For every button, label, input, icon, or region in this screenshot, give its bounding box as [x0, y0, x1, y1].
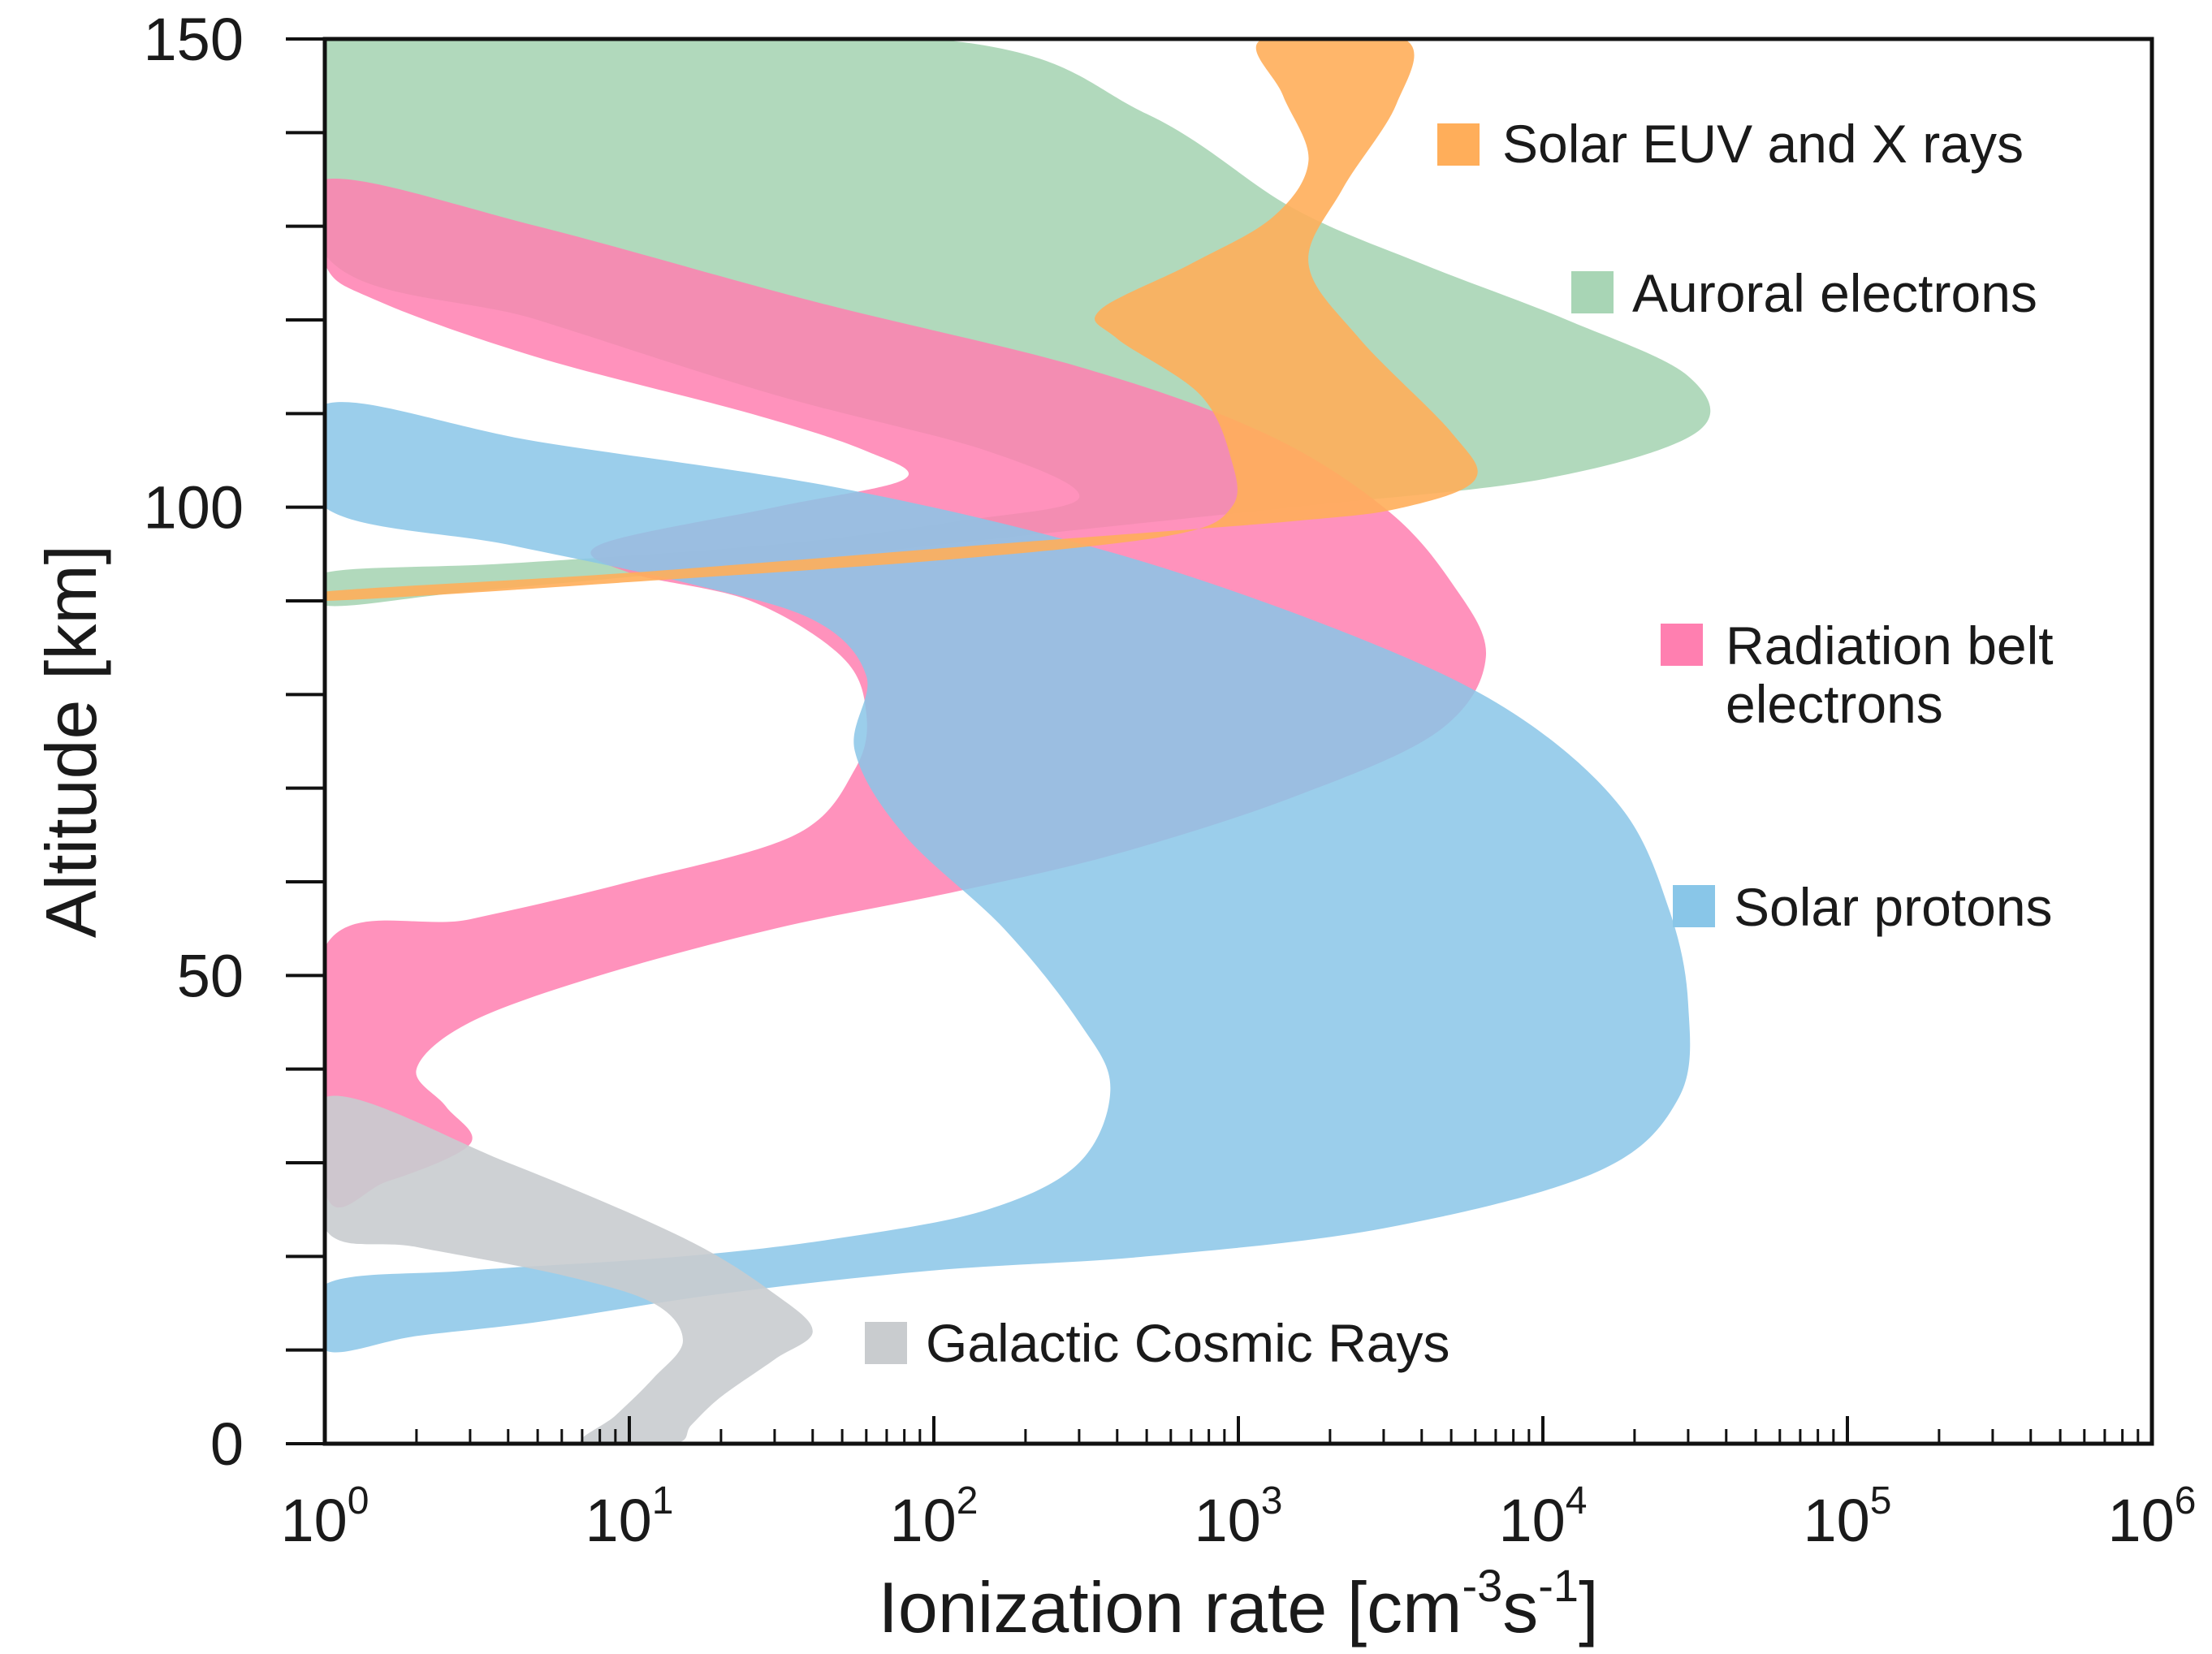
band-solar-protons — [325, 402, 1691, 1353]
legend-item-auroral-electrons: Auroral electrons — [1571, 263, 2037, 323]
legend-label: Solar protons — [1734, 877, 2053, 937]
x-tick-label: 104 — [1498, 1479, 1587, 1554]
legend-label: Radiation belt electrons — [1726, 615, 2054, 734]
legend-label: Auroral electrons — [1632, 263, 2037, 323]
legend-item-galactic-cosmic-rays: Galactic Cosmic Rays — [865, 1313, 1449, 1373]
band-galactic-cosmic-rays — [325, 1095, 813, 1444]
y-axis-title: Altitude [km] — [31, 545, 111, 938]
legend-swatch — [1661, 624, 1703, 666]
x-tick-label: 102 — [889, 1479, 978, 1554]
x-axis: 100 101 102 103 104 105 106 — [280, 1416, 2197, 1554]
y-tick-label: 50 — [177, 942, 244, 1009]
y-tick-label: 150 — [144, 6, 244, 73]
bands-layer — [325, 39, 1711, 1444]
legend-swatch — [1673, 885, 1715, 927]
x-tick-label: 103 — [1194, 1479, 1282, 1554]
legend-swatch — [865, 1322, 907, 1364]
legend-item-solar-protons: Solar protons — [1673, 877, 2053, 937]
x-axis-title: Ionization rate [cm-3s-1] — [878, 1560, 1598, 1648]
y-tick-label: 0 — [210, 1410, 244, 1478]
y-tick-label: 100 — [144, 474, 244, 542]
legend-item-radiation-belt-electrons: Radiation belt electrons — [1661, 615, 2054, 734]
y-axis: 0 50 100 150 — [144, 6, 325, 1478]
legend-swatch — [1571, 271, 1614, 313]
legend-label: Galactic Cosmic Rays — [926, 1313, 1449, 1373]
legend-item-solar-euv-and-x-rays: Solar EUV and X rays — [1437, 114, 2024, 174]
legend: Solar EUV and X rays Auroral electrons Rad… — [865, 114, 2054, 1373]
x-tick-label: 106 — [2107, 1479, 2196, 1554]
x-tick-label: 100 — [280, 1479, 369, 1554]
band-solar-euv-and-x-rays — [325, 39, 1478, 601]
legend-label: Solar EUV and X rays — [1502, 114, 2024, 174]
legend-swatch — [1437, 123, 1480, 166]
x-tick-label: 101 — [585, 1479, 673, 1554]
x-tick-label: 105 — [1803, 1479, 1891, 1554]
